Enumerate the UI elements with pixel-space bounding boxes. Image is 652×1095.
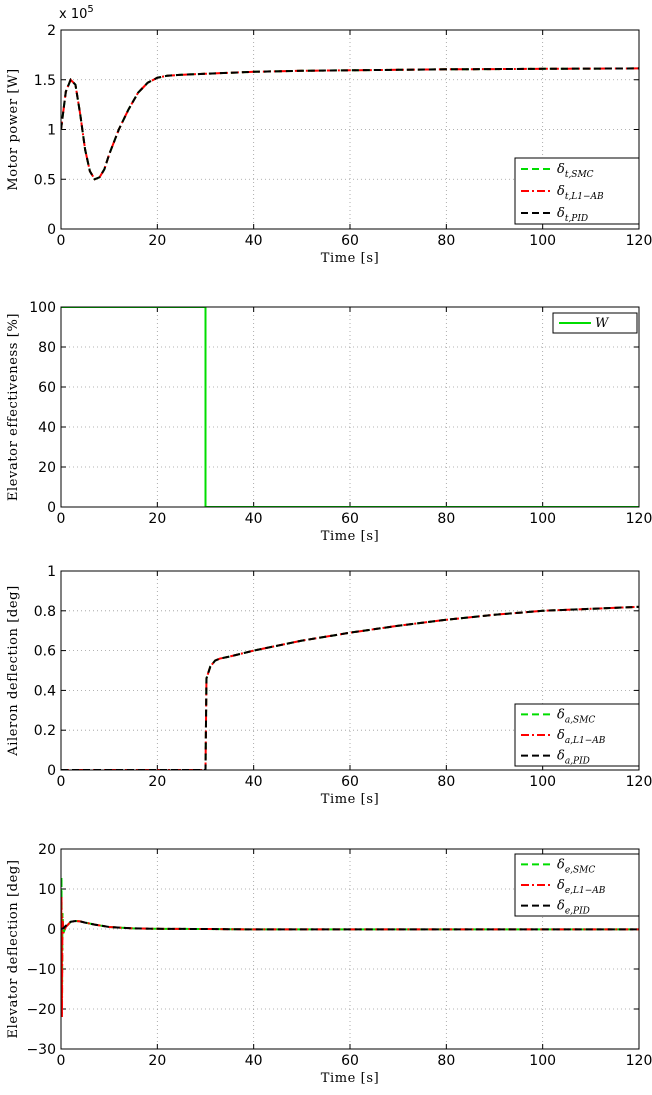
y-tick-label: 1 [47,564,56,580]
legend-label: δe,L1−AB [557,878,606,896]
x-tick-label: 80 [437,511,455,527]
x-tick-label: 0 [57,233,66,249]
y-tick-label: 2 [47,23,56,39]
x-axis-label: Time [s] [321,529,380,544]
y-tick-label: 60 [38,380,56,396]
series-line-3 [61,67,639,181]
x-tick-label: 80 [437,233,455,249]
axes-frame [60,29,640,230]
y-multiplier-label: x 105 [59,4,94,22]
y-tick-label: 0 [47,922,56,938]
legend-label: δt,PID [557,206,588,224]
chart-panel-2: 0 20 40 60 80 100 120 0 20 40 60 80 100 Time [s] Eleva… [6,300,652,544]
x-tick-label: 40 [245,774,263,790]
legend-label: δa,PID [557,749,590,767]
y-axis-label: Motor power [W] [6,68,21,190]
legend-label: δa,SMC [557,707,595,725]
x-tick-label: 40 [245,1053,263,1069]
axes-frame [60,848,640,1050]
x-tick-label: 60 [341,511,359,527]
y-tick-label: −20 [26,1002,56,1018]
chart-panel-1: 0 20 40 60 80 100 120 0 0.5 1 1.5 2x 105 Time [s] Mot… [6,4,652,266]
x-tick-label: 60 [341,233,359,249]
legend: δa,SMC δa,L1−AB δa,PID [514,703,640,767]
legend: W [552,312,638,334]
y-axis-label: Elevator effectiveness [%] [6,313,21,501]
x-tick-label: 0 [57,511,66,527]
y-tick-label: 20 [38,842,56,858]
x-tick-label: 80 [437,774,455,790]
x-tick-label: 60 [341,1053,359,1069]
legend-label: δt,L1−AB [557,184,604,202]
x-axis-label: Time [s] [321,792,380,807]
x-tick-label: 100 [529,1053,556,1069]
series-line-1 [61,307,639,507]
x-tick-label: 0 [57,1053,66,1069]
legend-label: δa,L1−AB [557,728,606,746]
x-tick-label: 120 [626,774,652,790]
y-tick-label: −10 [26,962,56,978]
y-tick-label: 80 [38,340,56,356]
x-tick-label: 100 [529,233,556,249]
y-tick-label: 100 [29,300,56,316]
x-tick-label: 120 [626,1053,652,1069]
y-tick-label: 1 [47,123,56,139]
legend-box [552,312,638,334]
axes-frame [60,306,640,508]
x-tick-label: 40 [245,233,263,249]
y-tick-label: 0 [47,763,56,779]
series-line-3 [61,919,639,931]
x-tick-label: 20 [148,233,166,249]
y-tick-label: 0.2 [34,723,56,739]
x-tick-label: 120 [626,233,652,249]
legend: δt,SMC δt,L1−AB δt,PID [514,157,640,225]
y-tick-label: 1.5 [34,73,56,89]
chart-panel-4: 0 20 40 60 80 100 120 −30 −20 −10 0 10 20 Time [s] Ele… [6,842,652,1086]
legend: δe,SMC δe,L1−AB δe,PID [514,853,640,917]
y-tick-label: 0.6 [34,644,56,660]
series-line-3 [61,605,639,770]
x-tick-label: 20 [148,774,166,790]
legend-label: W [595,316,610,331]
y-tick-label: 40 [38,420,56,436]
y-tick-label: −30 [26,1042,56,1058]
x-axis-label: Time [s] [321,251,380,266]
axes-frame [60,570,640,771]
chart-panel-3: 0 20 40 60 80 100 120 0 0.2 0.4 0.6 0.8 1 Time [s] Ail… [6,564,652,807]
x-tick-label: 100 [529,511,556,527]
series-line-2 [61,67,639,181]
legend-label: δe,SMC [557,857,595,875]
x-tick-label: 40 [245,511,263,527]
x-axis-label: Time [s] [321,1071,380,1086]
y-tick-label: 0.4 [34,683,56,699]
x-tick-label: 0 [57,774,66,790]
y-tick-label: 0.8 [34,604,56,620]
y-axis-label: Elevator deflection [deg] [6,860,21,1039]
x-tick-label: 20 [148,1053,166,1069]
y-axis-label: Aileron deflection [deg] [6,585,21,757]
x-tick-label: 60 [341,774,359,790]
x-tick-label: 80 [437,1053,455,1069]
y-tick-label: 20 [38,460,56,476]
y-tick-label: 0.5 [34,172,56,188]
x-tick-label: 120 [626,511,652,527]
x-tick-label: 100 [529,774,556,790]
y-tick-label: 0 [47,222,56,238]
y-tick-label: 10 [38,882,56,898]
y-tick-label: 0 [47,500,56,516]
x-tick-label: 20 [148,511,166,527]
legend-label: δt,SMC [557,162,594,180]
legend-label: δe,PID [557,899,590,917]
